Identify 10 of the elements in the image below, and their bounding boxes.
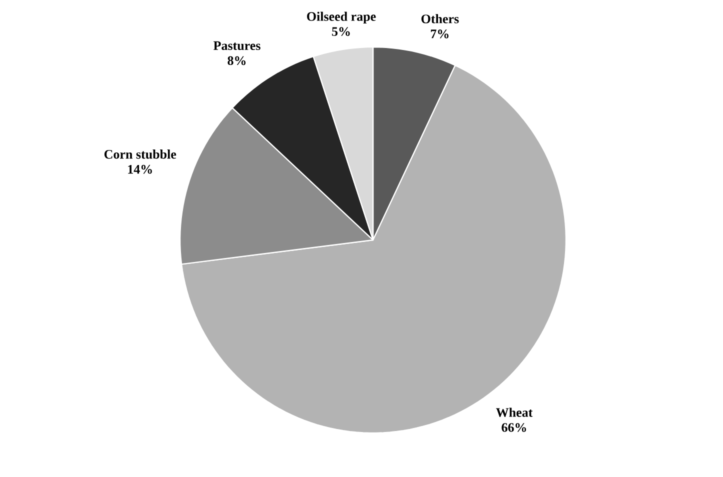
slice-label: Others xyxy=(421,14,459,24)
data-label: 5% xyxy=(332,27,350,36)
slice-label: Wheat xyxy=(496,408,533,417)
slice-label: Corn stubble xyxy=(104,150,176,159)
data-label: 66% xyxy=(502,423,526,432)
data-label: 7% xyxy=(430,30,448,38)
slice-label: Pastures xyxy=(214,41,260,50)
slice-label: Oilseed rape xyxy=(307,12,376,24)
data-label: 14% xyxy=(128,164,152,174)
data-label: 8% xyxy=(228,56,246,66)
